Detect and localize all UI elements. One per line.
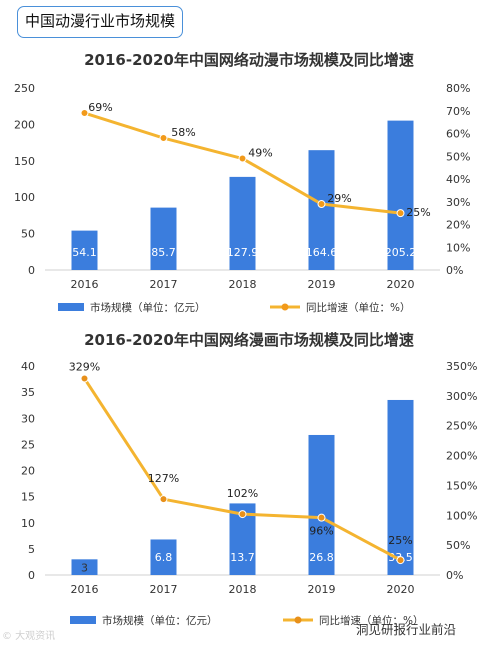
legend-bar-label: 市场规模（单位：亿元） (90, 301, 206, 314)
bar-value-label: 164.6 (306, 246, 338, 259)
chart-animation-market: 2016-2020年中国网络动漫市场规模及同比增速 0 50 100 150 200 250… (14, 51, 470, 314)
legend-bar-label: 市场规模（单位：亿元） (102, 614, 218, 627)
x-axis-tick: 2017 (150, 583, 178, 596)
y2-axis-tick: 0% (446, 264, 463, 277)
growth-value-label: 69% (88, 101, 112, 114)
x-axis-tick: 2019 (308, 278, 336, 291)
y2-axis-tick: 40% (446, 173, 470, 186)
bar (387, 399, 414, 575)
growth-point (80, 109, 89, 118)
legend-line-marker (281, 303, 289, 311)
bar (308, 434, 335, 575)
growth-value-label: 25% (388, 534, 412, 547)
y2-axis-tick: 20% (446, 219, 470, 232)
legend-line-label: 同比增速（单位：%） (319, 614, 423, 627)
growth-point (396, 209, 405, 218)
y-axis-tick: 5 (28, 543, 35, 556)
growth-value-label: 102% (227, 487, 258, 500)
y2-axis-tick: 350% (446, 360, 477, 373)
bar (387, 120, 414, 270)
x-axis-tick: 2020 (387, 583, 415, 596)
bar (308, 150, 335, 270)
x-axis-tick: 2018 (229, 583, 257, 596)
y2-axis-tick: 30% (446, 196, 470, 209)
bar (71, 230, 98, 270)
bar-value-label: 54.1 (72, 246, 97, 259)
growth-value-label: 96% (309, 525, 333, 538)
y-axis-tick: 10 (21, 517, 35, 530)
watermark-right: 洞见研报行业前沿 (356, 622, 457, 637)
bar-value-label: 13.7 (230, 551, 255, 564)
y-axis-tick: 100 (14, 191, 35, 204)
y2-axis-tick: 100% (446, 509, 477, 522)
bar-value-label: 205.2 (385, 246, 417, 259)
growth-value-label: 58% (171, 126, 195, 139)
bar-value-label: 6.8 (155, 551, 173, 564)
y2-axis-tick: 50% (446, 539, 470, 552)
y2-axis-tick: 60% (446, 128, 470, 141)
legend-bar-swatch (58, 303, 84, 311)
y-axis-tick: 40 (21, 360, 35, 373)
growth-point (80, 374, 89, 383)
growth-point (238, 510, 247, 519)
x-axis-tick: 2016 (71, 583, 99, 596)
bar-value-label: 85.7 (151, 246, 176, 259)
legend-line-marker (294, 616, 302, 624)
growth-value-label: 29% (327, 192, 351, 205)
y2-axis-tick: 0% (446, 569, 463, 582)
y-axis-tick: 25 (21, 438, 35, 451)
x-axis-tick: 2016 (71, 278, 99, 291)
y2-axis-tick: 250% (446, 420, 477, 433)
x-axis-tick: 2018 (229, 278, 257, 291)
growth-value-label: 127% (148, 472, 179, 485)
bar-value-label: 127.9 (227, 246, 259, 259)
y-axis-tick: 150 (14, 155, 35, 168)
growth-value-label: 329% (69, 361, 100, 374)
bar (229, 176, 256, 270)
growth-point (317, 200, 326, 209)
bar (150, 539, 177, 575)
x-axis-tick: 2019 (308, 583, 336, 596)
y-axis-tick: 200 (14, 118, 35, 131)
y2-axis-tick: 80% (446, 82, 470, 95)
y-axis-tick: 15 (21, 491, 35, 504)
bar (150, 207, 177, 270)
y-axis-tick: 20 (21, 465, 35, 478)
growth-point (238, 154, 247, 163)
y-axis-tick: 50 (21, 228, 35, 241)
legend-line-label: 同比增速（单位：%） (306, 301, 410, 314)
bar-value-label: 3 (81, 561, 88, 574)
y2-axis-tick: 200% (446, 450, 477, 463)
chart-title: 2016-2020年中国网络漫画市场规模及同比增速 (84, 331, 414, 349)
growth-point (159, 134, 168, 143)
y2-axis-tick: 70% (446, 105, 470, 118)
section-header: 中国动漫行业市场规模 (17, 6, 183, 38)
legend-bar-swatch (70, 616, 96, 624)
y-axis-tick: 250 (14, 82, 35, 95)
y-axis-tick: 0 (28, 264, 35, 277)
y2-axis-tick: 150% (446, 479, 477, 492)
growth-point (396, 556, 405, 565)
growth-point (317, 513, 326, 522)
growth-point (159, 495, 168, 504)
y2-axis-tick: 50% (446, 150, 470, 163)
chart-title: 2016-2020年中国网络动漫市场规模及同比增速 (84, 51, 414, 69)
y-axis-tick: 0 (28, 569, 35, 582)
y2-axis-tick: 10% (446, 241, 470, 254)
x-axis-tick: 2020 (387, 278, 415, 291)
growth-value-label: 49% (248, 147, 272, 160)
y-axis-tick: 30 (21, 412, 35, 425)
bar-value-label: 26.8 (309, 551, 334, 564)
y2-axis-tick: 300% (446, 390, 477, 403)
chart-comic-market: 2016-2020年中国网络漫画市场规模及同比增速 0 5 10 15 20 25 30 35 4… (21, 331, 477, 627)
growth-value-label: 25% (406, 206, 430, 219)
x-axis-tick: 2017 (150, 278, 178, 291)
watermark-left: © 大观资讯 (2, 631, 56, 642)
bar (71, 559, 98, 575)
y-axis-tick: 35 (21, 386, 35, 399)
